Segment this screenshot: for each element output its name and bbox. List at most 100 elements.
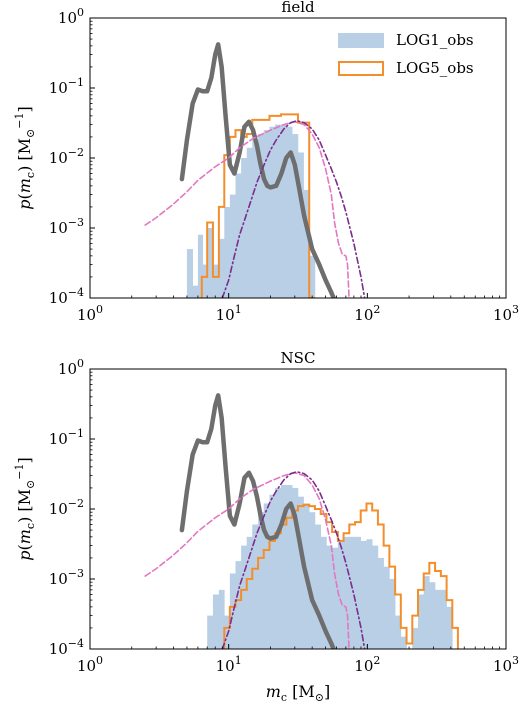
hist-bar: [241, 158, 248, 298]
hist-bar: [309, 255, 316, 298]
hist-bar: [366, 539, 373, 649]
hist-bar: [207, 228, 214, 298]
x-tick-label: 103: [493, 303, 519, 324]
hist-bar: [246, 536, 253, 649]
hist-bar: [186, 249, 193, 298]
panel-title: field: [281, 0, 315, 16]
hist-bar: [258, 134, 265, 298]
hist-bar: [412, 627, 419, 649]
series-log1-obs: [207, 485, 453, 649]
hist-bar: [332, 547, 339, 649]
hist-bar: [286, 126, 293, 298]
legend-label: LOG5_obs: [396, 59, 474, 77]
hist-bar: [212, 594, 220, 649]
y-tick-label: 10−1: [49, 76, 84, 97]
hist-bar: [258, 512, 265, 649]
hist-bar: [235, 173, 242, 298]
hist-bar: [360, 540, 367, 649]
hist-bar: [320, 536, 327, 649]
hist-bar: [343, 536, 350, 649]
hist-bar: [440, 589, 447, 649]
curve-dash-dot: [221, 119, 366, 298]
x-tick-label: 102: [354, 654, 380, 675]
hist-bar: [297, 496, 304, 649]
y-tick-label: 10−4: [49, 637, 84, 658]
hist-bar: [252, 140, 259, 298]
hist-bar: [246, 147, 253, 298]
legend-swatch: [338, 61, 384, 76]
legend-swatch: [338, 33, 384, 48]
hist-bar: [229, 194, 236, 298]
y-axis-label: p(mc) [M⊙−1]: [13, 106, 37, 209]
series-log1-obs: [186, 124, 316, 298]
hist-bar: [275, 124, 282, 298]
hist-bar: [349, 536, 356, 649]
hist-bar: [377, 557, 384, 649]
hist-bar: [192, 285, 199, 298]
hist-bar: [292, 487, 299, 649]
hist-bar: [337, 540, 344, 649]
plot-area: [144, 393, 459, 649]
x-tick-label: 102: [354, 303, 380, 324]
y-tick-label: 10−3: [49, 567, 84, 588]
hist-bar: [400, 636, 407, 649]
hist-bar: [389, 579, 396, 649]
hist-bar: [252, 524, 259, 649]
hist-bar: [446, 606, 453, 649]
hist-bar: [224, 615, 231, 649]
hist-bar: [197, 234, 204, 298]
hist-bar: [218, 238, 225, 298]
hist-bar: [429, 582, 436, 649]
legend-label: LOG1_obs: [396, 31, 474, 49]
series-log5-obs: [200, 113, 315, 298]
hist-bar: [303, 189, 310, 298]
plot-area: [144, 42, 366, 298]
y-tick-label: 10−3: [49, 216, 84, 237]
hist-bar: [224, 206, 231, 298]
hist-bar: [275, 487, 282, 649]
hist-bar: [418, 594, 425, 649]
hist-bar: [229, 573, 236, 649]
y-tick-label: 10−4: [49, 286, 84, 307]
x-tick-label: 100: [77, 303, 103, 324]
legend: LOG1_obs LOG5_obs: [338, 31, 474, 77]
hist-bar: [263, 130, 270, 298]
hist-bar: [280, 124, 287, 298]
hist-bar: [241, 545, 248, 649]
hist-bar: [423, 576, 430, 649]
hist-bar: [263, 503, 270, 649]
panel-nsc: 100 101 102 103 10−4 10−3 10−2 10−1 100 NSC p(mc) …: [13, 349, 519, 704]
curve-dash-dot: [221, 470, 366, 649]
x-tick-label: 100: [77, 654, 103, 675]
y-tick-label: 100: [58, 6, 84, 27]
hist-bar: [202, 264, 208, 298]
hist-bar: [207, 615, 214, 649]
x-tick-label: 101: [216, 654, 242, 675]
hist-bar: [212, 264, 220, 298]
y-tick-label: 10−2: [49, 146, 84, 167]
hist-bar: [314, 524, 321, 649]
x-tick-label: 101: [216, 303, 242, 324]
hist-bar: [269, 126, 276, 298]
hist-bar: [286, 485, 293, 649]
hist-bar: [435, 589, 442, 649]
hist-bar: [297, 152, 304, 298]
hist-bar: [395, 615, 402, 649]
panel-field: 100 101 102 103 10−4 10−3 10−2 10−1 100 field p(mc…: [13, 0, 519, 324]
hist-bar: [383, 566, 390, 649]
hist-bar: [309, 512, 316, 649]
series-log5-obs: [223, 502, 459, 649]
hist-bar: [280, 485, 287, 649]
y-tick-label: 10−2: [49, 497, 84, 518]
panel-title: NSC: [281, 349, 316, 367]
hist-bar: [326, 545, 333, 649]
hist-bar: [372, 545, 379, 649]
hist-bar: [218, 589, 225, 649]
hist-bar: [269, 494, 276, 649]
hist-bar: [235, 561, 242, 649]
y-axis-label: p(mc) [M⊙−1]: [13, 457, 37, 560]
hist-bar: [355, 536, 362, 649]
x-axis-label: mc [M⊙]: [266, 682, 331, 704]
y-tick-label: 100: [58, 357, 84, 378]
